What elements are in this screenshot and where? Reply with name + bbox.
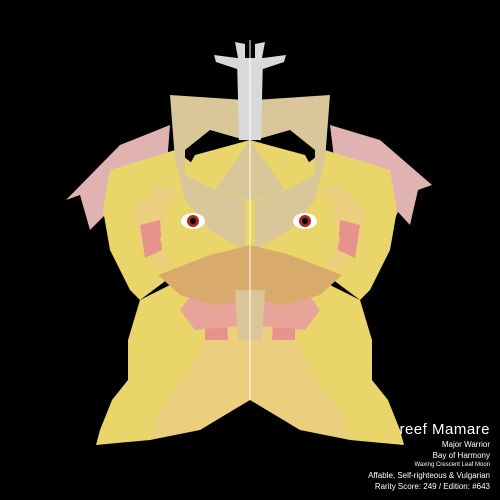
antenna <box>214 40 286 140</box>
creature-name: reef Mamare <box>399 421 490 438</box>
creature-rarity: Rarity Score: 249 / Edition: #643 <box>374 482 490 491</box>
creature-home: Bay of Harmony <box>432 451 490 460</box>
creature-rank: Major Warrior <box>441 440 490 449</box>
cheek-left <box>140 220 162 258</box>
eye-left <box>181 213 205 229</box>
belly-left <box>150 320 250 440</box>
creature-traits: Affable, Self-righteous & Vulgarian <box>368 471 490 480</box>
info-caption: reef Mamare Major Warrior Bay of Harmony… <box>290 421 490 492</box>
creature-moon: Waxing Crescent Leaf Moon <box>414 462 490 468</box>
beak-right <box>250 245 342 305</box>
belly-right <box>250 320 350 440</box>
crest-left <box>170 95 245 250</box>
beak-left <box>158 245 250 305</box>
eye-right <box>293 213 317 229</box>
crest-right <box>255 95 330 250</box>
cheek-right <box>338 220 360 258</box>
